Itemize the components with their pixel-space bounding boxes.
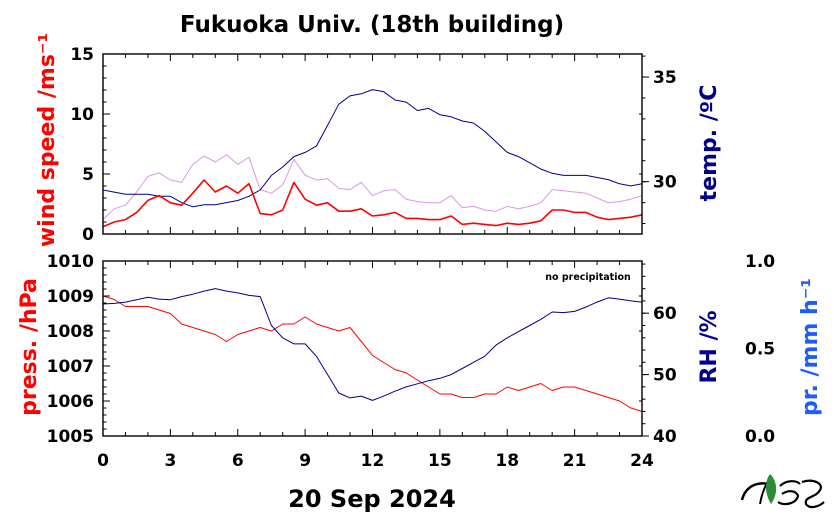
date-label: 20 Sep 2024 bbox=[288, 485, 456, 513]
left-tick-label: 15 bbox=[70, 45, 94, 65]
x-tick-label: 3 bbox=[164, 451, 176, 471]
left-tick-label: 5 bbox=[82, 165, 94, 185]
left-tick-label: 1010 bbox=[47, 252, 94, 272]
series-line-wind_mean bbox=[103, 179, 642, 228]
panel-frame bbox=[102, 260, 643, 437]
series-line-pressure bbox=[103, 295, 642, 412]
x-tick-label: 6 bbox=[232, 451, 244, 471]
right-tick-label: 30 bbox=[653, 173, 677, 193]
left-tick-label: 1008 bbox=[47, 322, 94, 342]
logo-s bbox=[801, 479, 825, 509]
left-tick-label: 1005 bbox=[47, 427, 94, 447]
series-line-rh bbox=[103, 288, 642, 401]
no-precipitation-note: no precipitation bbox=[545, 272, 631, 283]
x-tick-label: 0 bbox=[97, 451, 109, 471]
pressure-axis-title: press. /hPa bbox=[17, 278, 42, 416]
panel-frame bbox=[102, 53, 643, 235]
right-tick-label: 50 bbox=[653, 366, 677, 386]
left-tick-label: 1009 bbox=[47, 287, 94, 307]
precip-tick-label: 1.0 bbox=[745, 252, 775, 272]
left-tick-label: 0 bbox=[82, 225, 94, 245]
precip-tick-label: 0.0 bbox=[745, 427, 775, 447]
series-line-wind_raw bbox=[103, 154, 642, 220]
series-line-temp bbox=[103, 89, 642, 208]
right-tick-label: 40 bbox=[653, 427, 677, 447]
right-tick-label: 35 bbox=[653, 68, 677, 88]
temp-axis-title: temp. /ºC bbox=[697, 85, 722, 202]
x-tick-label: 18 bbox=[495, 451, 519, 471]
logo-letters bbox=[777, 480, 801, 506]
logo bbox=[740, 474, 825, 509]
left-tick-label: 1007 bbox=[47, 357, 94, 377]
x-tick-label: 21 bbox=[563, 451, 587, 471]
chart-title: Fukuoka Univ. (18th building) bbox=[180, 12, 564, 38]
wind-axis-title: wind speed /ms⁻¹ bbox=[35, 33, 60, 247]
rh-axis-title: RH /% bbox=[697, 310, 722, 383]
precip-axis-title: pr. /mm h⁻¹ bbox=[798, 278, 823, 416]
x-tick-label: 24 bbox=[630, 451, 654, 471]
left-tick-label: 10 bbox=[70, 105, 94, 125]
right-tick-label: 60 bbox=[653, 304, 677, 324]
x-tick-label: 15 bbox=[428, 451, 452, 471]
plot-layer: 0 5 10 15 30 35 0 3 6 9 12 15 18 21 24 1005 1006 1007 1008… bbox=[47, 45, 776, 471]
x-tick-label: 12 bbox=[361, 451, 385, 471]
precip-tick-label: 0.5 bbox=[745, 340, 775, 360]
logo-leaf bbox=[765, 474, 777, 504]
x-tick-label: 9 bbox=[299, 451, 311, 471]
left-tick-label: 1006 bbox=[47, 392, 94, 412]
